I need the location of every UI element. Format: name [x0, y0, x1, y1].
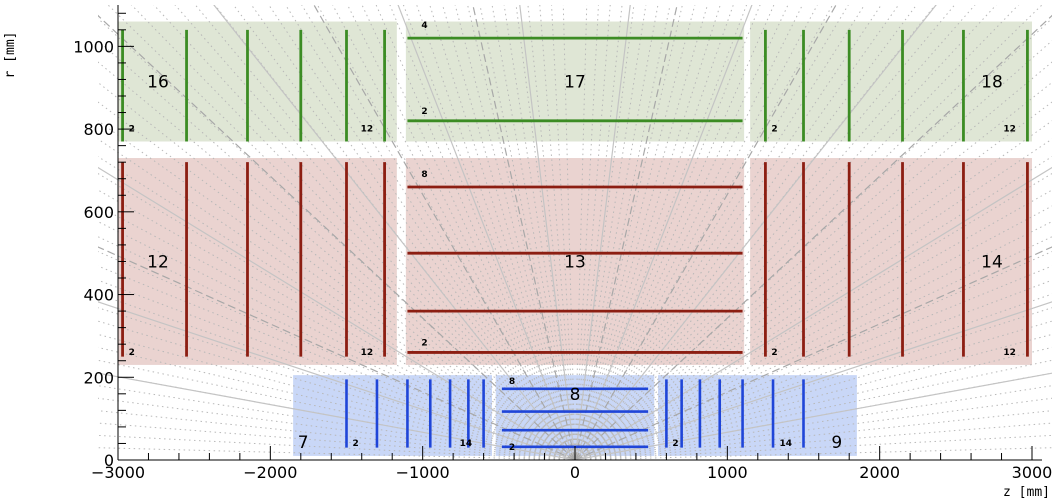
- volume-7-last-layer-label: 14: [460, 439, 473, 449]
- volume-8-label: 8: [570, 385, 581, 405]
- volume-18-last-layer-label: 12: [1003, 125, 1016, 135]
- eta-ray: [574, 301, 1052, 460]
- volume-18-overlay: [750, 21, 1032, 142]
- eta-ray: [574, 5, 937, 460]
- eta-ray: [98, 372, 576, 460]
- x-tick-label: −2000: [243, 463, 297, 482]
- y-tick-label: 1000: [73, 37, 114, 56]
- volume-14-first-layer-label: 2: [771, 348, 777, 358]
- eta-ray: [574, 372, 1052, 460]
- volume-9-label: 9: [831, 433, 842, 453]
- x-tick-label: 2000: [859, 463, 900, 482]
- volume-17-first-layer-label: 2: [421, 107, 427, 117]
- axes: −3000 −2000 −1000 0 1000 2000 3000 0 200 400 600 80…: [73, 5, 1052, 482]
- volume-13-last-layer-label: 8: [421, 170, 427, 180]
- y-tick-label: 800: [83, 120, 114, 139]
- volume-14-last-layer-label: 12: [1003, 348, 1016, 358]
- x-tick-label: −1000: [396, 463, 450, 482]
- volume-8-last-layer-label: 8: [509, 377, 515, 387]
- volume-13-overlay: [405, 158, 745, 365]
- volume-12-first-layer-label: 2: [129, 348, 135, 358]
- volume-12-overlay: [118, 158, 397, 365]
- volume-17-last-layer-label: 4: [421, 21, 427, 31]
- volume-9-last-layer-label: 14: [780, 439, 793, 449]
- volume-18-first-layer-label: 2: [771, 125, 777, 135]
- volume-14-overlay: [750, 158, 1032, 365]
- volume-12-last-layer-label: 12: [361, 348, 374, 358]
- eta-ray: [574, 5, 631, 460]
- volume-13-first-layer-label: 2: [421, 338, 427, 348]
- x-tick-label: 0: [570, 463, 580, 482]
- volume-17-label: 17: [564, 73, 586, 93]
- volume-7-first-layer-label: 2: [353, 439, 359, 449]
- volume-16-last-layer-label: 12: [361, 125, 374, 135]
- volume-14-label: 14: [981, 252, 1003, 272]
- volume-9-first-layer-label: 2: [672, 439, 678, 449]
- volume-8-first-layer-label: 2: [509, 443, 515, 453]
- y-tick-label: 0: [104, 451, 114, 470]
- eta-ray: [98, 166, 576, 460]
- eta-ray: [397, 5, 576, 460]
- x-tick-label: 3000: [1012, 463, 1053, 482]
- y-tick-label: 400: [83, 286, 114, 305]
- volume-9-overlay: [658, 375, 857, 456]
- volume-7-label: 7: [298, 433, 309, 453]
- volume-16-overlay: [118, 21, 397, 142]
- volume-backgrounds: [118, 21, 1032, 456]
- x-axis-label: z [mm]: [1003, 485, 1050, 500]
- eta-ray: [98, 301, 576, 460]
- eta-ray: [519, 5, 576, 460]
- volume-13-label: 13: [564, 252, 586, 272]
- eta-ray: [213, 5, 576, 460]
- eta-ray: [574, 166, 1052, 460]
- volume-16-label: 16: [147, 73, 169, 93]
- y-tick-label: 600: [83, 203, 114, 222]
- eta-ray: [574, 5, 753, 460]
- x-tick-label: 1000: [707, 463, 748, 482]
- eta-rays: [98, 5, 1052, 460]
- volume-labels: 162121724182121221213281421272148289214: [129, 21, 1016, 453]
- y-axis-label: r [mm]: [3, 32, 18, 79]
- y-tick-label: 200: [83, 368, 114, 387]
- volume-18-label: 18: [981, 73, 1003, 93]
- x-tick-label: −3000: [91, 463, 145, 482]
- volume-12-label: 12: [147, 252, 169, 272]
- ray-group: [98, 5, 1052, 460]
- detector-layers: [121, 29, 1029, 449]
